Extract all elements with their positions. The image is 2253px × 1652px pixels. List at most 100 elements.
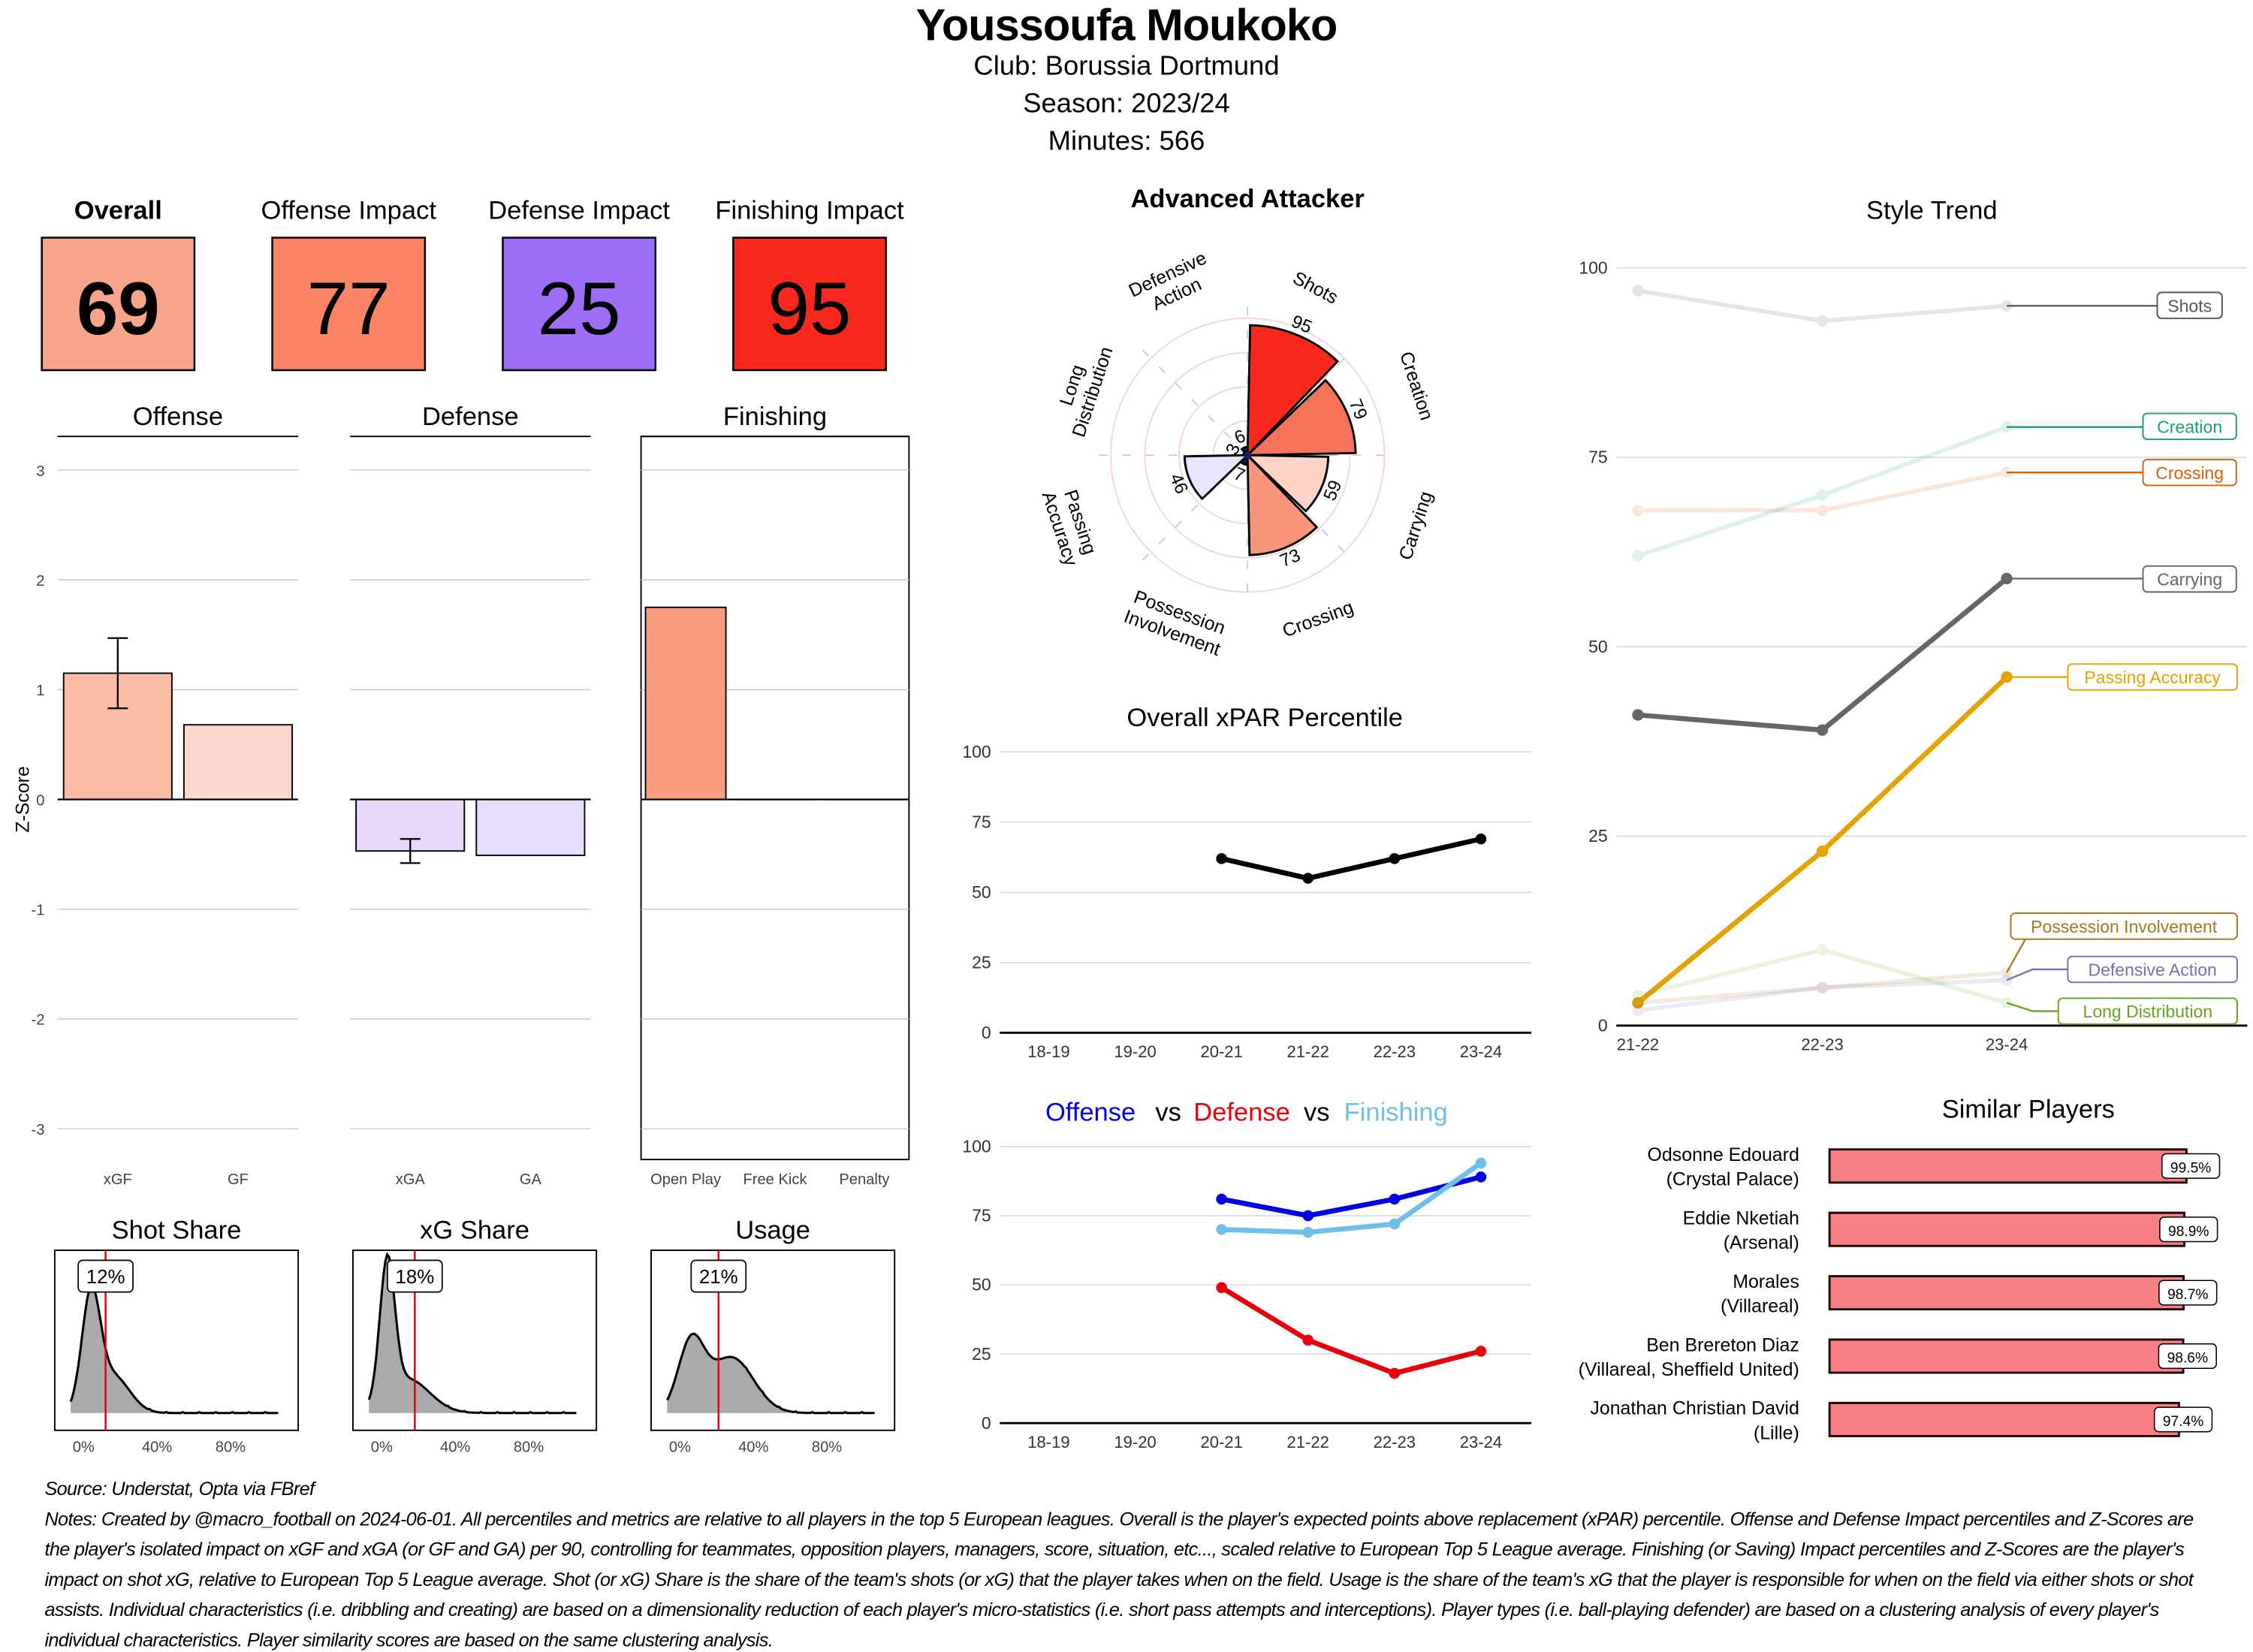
x-tick-label: 40% (440, 1439, 470, 1456)
finishing-point (1389, 1218, 1401, 1230)
trend-line (1637, 978, 2007, 1013)
trend-point (1816, 724, 1829, 736)
x-tick-label: 20-21 (1200, 1433, 1242, 1452)
player-name: Youssoufa Moukoko (915, 0, 1338, 51)
similar-player-club: (Lille) (1754, 1422, 1799, 1443)
score-card-box (732, 237, 887, 372)
x-tick-label: 21-22 (1287, 1042, 1329, 1061)
trend-label: Crossing (2155, 463, 2224, 483)
bar-gf (182, 724, 294, 800)
trend-label-leader (2006, 1002, 2058, 1012)
defense-point (1475, 1346, 1487, 1357)
x-tick-label: 23-24 (1460, 1433, 1502, 1452)
radar-category-label: DefensiveAction (1126, 247, 1219, 321)
similar-player-name: Odsonne Edouard (1648, 1144, 1799, 1165)
trend-label: Long Distribution (2083, 1002, 2213, 1021)
notes-line-1: Notes: Created by @macro_football on 202… (44, 1508, 2194, 1530)
offense-defense-finishing-chart: 100 75 50 25 0 18-19 19-20 20-21 21-22 22-23 23-24… (962, 1098, 1532, 1452)
density-curve (665, 1332, 875, 1415)
value-label-box (387, 1259, 443, 1293)
similar-player-name: Jonathan Christian David (1590, 1398, 1799, 1419)
density-shot-share: Shot Share 12% 0% 40% 80% (53, 1216, 300, 1456)
chart-title: Style Trend (1866, 197, 1998, 225)
xpar-point (1302, 873, 1314, 884)
density-usage: Usage 21% 0% 40% 80% (650, 1216, 896, 1456)
trend-point (1816, 315, 1829, 327)
club-label: Club: Borussia Dortmund (973, 52, 1280, 83)
density-title: Shot Share (112, 1216, 242, 1245)
trend-point (1632, 996, 1644, 1009)
score-card-box (502, 237, 657, 372)
y-tick-label: 75 (972, 1206, 991, 1225)
y-tick-label: 25 (972, 953, 991, 972)
y-tick-label: 100 (962, 1137, 991, 1156)
trend-label: Defensive Action (2089, 960, 2217, 980)
finishing-line (1221, 1161, 1482, 1235)
similarity-label-box (2161, 1153, 2221, 1179)
finishing-point (1302, 1226, 1314, 1238)
finishing-point (1216, 1224, 1227, 1235)
x-tick-label: 0% (669, 1439, 691, 1456)
density-title: xG Share (420, 1216, 529, 1245)
x-tick-label: Penalty (839, 1171, 890, 1188)
radar-ring (1144, 351, 1351, 559)
score-card-finishing-impact: Finishing Impact 95 (715, 197, 904, 372)
trend-line (1637, 288, 2007, 324)
score-card-value: 25 (538, 267, 621, 351)
radar-axis (1142, 349, 1353, 561)
panel-defense: Defense xGA GA (350, 402, 591, 1188)
trend-series-creation (1632, 421, 2013, 562)
bar-ga (475, 798, 586, 857)
y-tick-label: 2 (36, 573, 44, 589)
radar-category-label-line: Creation (1395, 349, 1437, 423)
similarity-label: 98.7% (2167, 1287, 2208, 1303)
x-tick-label: 20-21 (1200, 1042, 1242, 1061)
radar-category-label: PossessionInvolvement (1121, 586, 1231, 660)
value-label-box (690, 1259, 747, 1293)
x-tick-label: 0% (371, 1439, 393, 1456)
score-card-label: Overall (74, 197, 162, 225)
notes-line-3: impact on shot xG, relative to European … (44, 1568, 2194, 1590)
radar-category-label-line: Crossing (1280, 597, 1356, 642)
radar-category-label-line: Carrying (1395, 489, 1437, 562)
similarity-label-box (2158, 1280, 2218, 1306)
trend-series-passing-accuracy (1632, 671, 2013, 1009)
trend-point (1816, 504, 1829, 517)
similar-player-club: (Crystal Palace) (1666, 1169, 1799, 1190)
trend-label: Passing Accuracy (2084, 668, 2221, 687)
y-tick-label: -3 (32, 1122, 45, 1138)
y-tick-label: 50 (1588, 637, 1608, 656)
score-card-label: Finishing Impact (715, 197, 904, 225)
score-card-box (41, 237, 196, 372)
defense-line (1220, 1285, 1482, 1376)
x-tick-label: 80% (514, 1439, 544, 1456)
value-label: 18% (395, 1267, 434, 1288)
notes-line-5: individual characteristics. Player simil… (44, 1629, 774, 1651)
trend-line (1637, 424, 2008, 558)
similarity-label-box (2159, 1216, 2218, 1243)
trend-line (1637, 970, 2007, 1005)
y-tick-label: 25 (1588, 826, 1608, 846)
x-tick-label: GF (228, 1171, 249, 1188)
x-tick-label: GA (520, 1171, 542, 1188)
radar-center (1244, 451, 1251, 459)
trend-point (1816, 981, 1829, 993)
xpar-line (1220, 836, 1482, 882)
offense-point (1302, 1210, 1314, 1222)
y-tick-label: -2 (32, 1012, 45, 1029)
x-tick-label: 23-24 (1986, 1035, 2028, 1054)
similarity-label: 98.9% (2168, 1224, 2209, 1240)
similarity-bar (1828, 1211, 2185, 1247)
trend-line (1637, 576, 2009, 733)
x-tick-label: 0% (73, 1439, 95, 1456)
panel-border (640, 436, 910, 1161)
x-tick-label: 40% (142, 1439, 172, 1456)
radar-category-label: LongDistribution (1048, 337, 1117, 439)
score-card-label: Defense Impact (488, 197, 670, 225)
similarity-label: 99.5% (2170, 1160, 2211, 1176)
y-tick-label: -1 (32, 902, 45, 918)
radar-axis (1142, 349, 1353, 561)
trend-label-leader (2007, 577, 2144, 580)
x-tick-label: 22-23 (1374, 1433, 1416, 1452)
score-card-value: 77 (307, 267, 391, 351)
